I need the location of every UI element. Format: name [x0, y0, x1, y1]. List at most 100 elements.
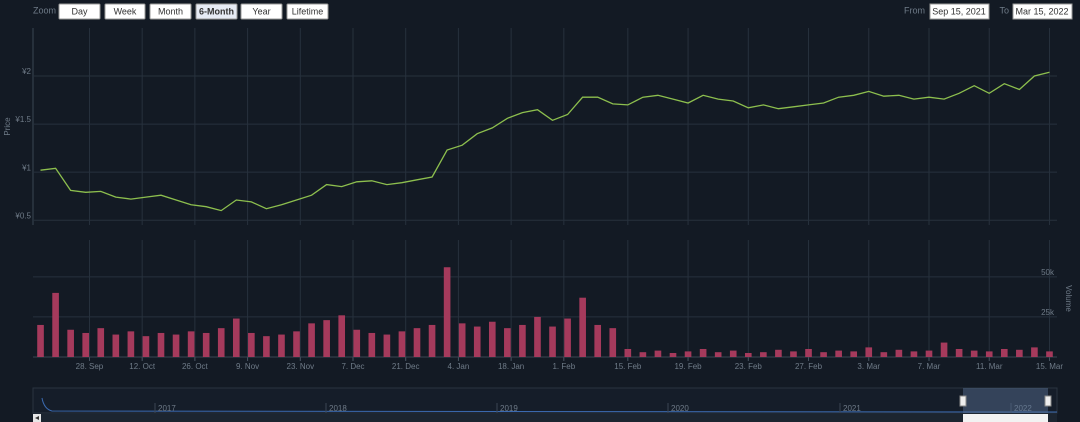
- volume-bar: [187, 331, 195, 357]
- zoom-button[interactable]: Day: [58, 3, 101, 20]
- volume-bar: [112, 334, 120, 357]
- x-tick-label: 18. Jan: [498, 362, 524, 371]
- volume-bar: [248, 332, 255, 357]
- volume-bar: [413, 328, 421, 357]
- scrollbar-track: [33, 414, 1057, 422]
- x-tick-label: 7. Dec: [341, 362, 364, 371]
- volume-bar: [925, 350, 933, 357]
- zoom-button-box[interactable]: [195, 3, 238, 20]
- y-tick-label: ¥1: [21, 163, 31, 172]
- volume-bar: [744, 352, 752, 357]
- scroll-left-arrow: [35, 416, 39, 420]
- zoom-button[interactable]: Lifetime: [286, 3, 329, 20]
- zoom-button-label[interactable]: Day: [71, 6, 88, 16]
- volume-bar: [82, 332, 90, 357]
- volume-bar: [699, 348, 707, 357]
- volume-bar: [1031, 347, 1038, 357]
- volume-bar: [669, 352, 677, 357]
- volume-bar: [323, 320, 330, 357]
- zoom-buttons: Day Week Month 6-Month Year Lifetime: [58, 3, 329, 20]
- zoom-button-label[interactable]: Week: [114, 6, 137, 16]
- y-tick-label: ¥1.5: [14, 115, 31, 124]
- to-value[interactable]: Mar 15, 2022: [1015, 6, 1068, 16]
- x-tick-label: 12. Oct: [129, 362, 156, 371]
- volume-bar: [504, 328, 511, 357]
- volume-bar: [142, 336, 150, 357]
- volume-bar: [775, 349, 782, 357]
- volume-bar: [217, 328, 225, 357]
- volume-bar: [383, 334, 391, 357]
- volume-bar: [835, 350, 842, 357]
- volume-bar: [970, 350, 978, 357]
- x-tick-label: 21. Dec: [392, 362, 420, 371]
- zoom-button[interactable]: Year: [240, 3, 283, 20]
- volume-bar: [37, 324, 44, 357]
- zoom-button-box[interactable]: [58, 3, 101, 20]
- to-label: To: [999, 5, 1009, 15]
- from-input[interactable]: [929, 3, 990, 20]
- x-tick-label: 27. Feb: [795, 362, 823, 371]
- navigator-year-label: 2018: [329, 404, 347, 413]
- volume-bar: [67, 329, 74, 357]
- y-tick-label: 50k: [1041, 268, 1055, 277]
- x-tick-label: 23. Feb: [735, 362, 763, 371]
- x-tick-label: 7. Mar: [918, 362, 941, 371]
- volume-bar: [940, 342, 948, 357]
- volume-bar: [880, 352, 888, 357]
- volume-bar: [232, 318, 240, 357]
- volume-bar: [895, 349, 903, 357]
- volume-bar: [458, 323, 466, 357]
- navigator-axis: 2017 2018 2019 2020 2021 2022: [154, 403, 1032, 413]
- volume-bar: [850, 351, 858, 357]
- volume-bar: [52, 292, 59, 357]
- zoom-button-label[interactable]: 6-Month: [199, 6, 234, 16]
- volume-bar: [1046, 351, 1053, 357]
- zoom-button-label[interactable]: Lifetime: [292, 6, 324, 16]
- navigator-year-label: 2020: [671, 404, 689, 413]
- zoom-button-box[interactable]: [104, 3, 146, 20]
- zoom-button-label[interactable]: Year: [252, 6, 270, 16]
- y-axis-title: Volume: [1064, 285, 1073, 312]
- zoom-button[interactable]: 6-Month: [195, 3, 238, 20]
- navigator-handle[interactable]: [959, 395, 967, 407]
- volume-bar: [820, 352, 827, 357]
- volume-bar: [157, 332, 165, 357]
- volume-bar: [579, 297, 586, 357]
- y-tick-label: 25k: [1041, 308, 1055, 317]
- volume-bar: [714, 352, 722, 357]
- y-axis-title: Price: [3, 117, 12, 136]
- volume-bar: [308, 323, 315, 357]
- navigator-window[interactable]: [963, 388, 1048, 413]
- y-tick-label: ¥2: [21, 67, 31, 76]
- zoom-button-box[interactable]: [149, 3, 192, 20]
- to-input[interactable]: [1012, 3, 1073, 20]
- zoom-button[interactable]: Week: [104, 3, 146, 20]
- volume-bar: [519, 324, 526, 357]
- scrollbar-thumb[interactable]: [963, 414, 1048, 422]
- volume-bar: [760, 352, 767, 357]
- x-tick-label: 9. Nov: [236, 362, 259, 371]
- x-tick-label: 3. Mar: [857, 362, 880, 371]
- volume-bar: [684, 351, 692, 357]
- volume-bar: [790, 351, 797, 357]
- volume-bar: [127, 331, 135, 357]
- navigator-year-label: 2017: [158, 404, 176, 413]
- volume-bar: [534, 316, 541, 357]
- from-value[interactable]: Sep 15, 2021: [932, 6, 986, 16]
- navigator-handle[interactable]: [1044, 395, 1052, 407]
- zoom-button-box[interactable]: [240, 3, 283, 20]
- plot-area: 28. Sep 12. Oct 26. Oct 9. Nov 23. Nov 7. Dec…: [3, 28, 1073, 371]
- zoom-button-label[interactable]: Month: [158, 6, 183, 16]
- navigator-year-label: 2021: [843, 404, 861, 413]
- volume-bar: [97, 328, 105, 357]
- volume-bar: [488, 321, 496, 357]
- volume-bar: [368, 332, 376, 357]
- volume-bar: [293, 331, 300, 357]
- zoom-button-box[interactable]: [286, 3, 329, 20]
- x-tick-label: 15. Mar: [1036, 362, 1063, 371]
- zoom-button[interactable]: Month: [149, 3, 192, 20]
- price-line: [40, 71, 1050, 212]
